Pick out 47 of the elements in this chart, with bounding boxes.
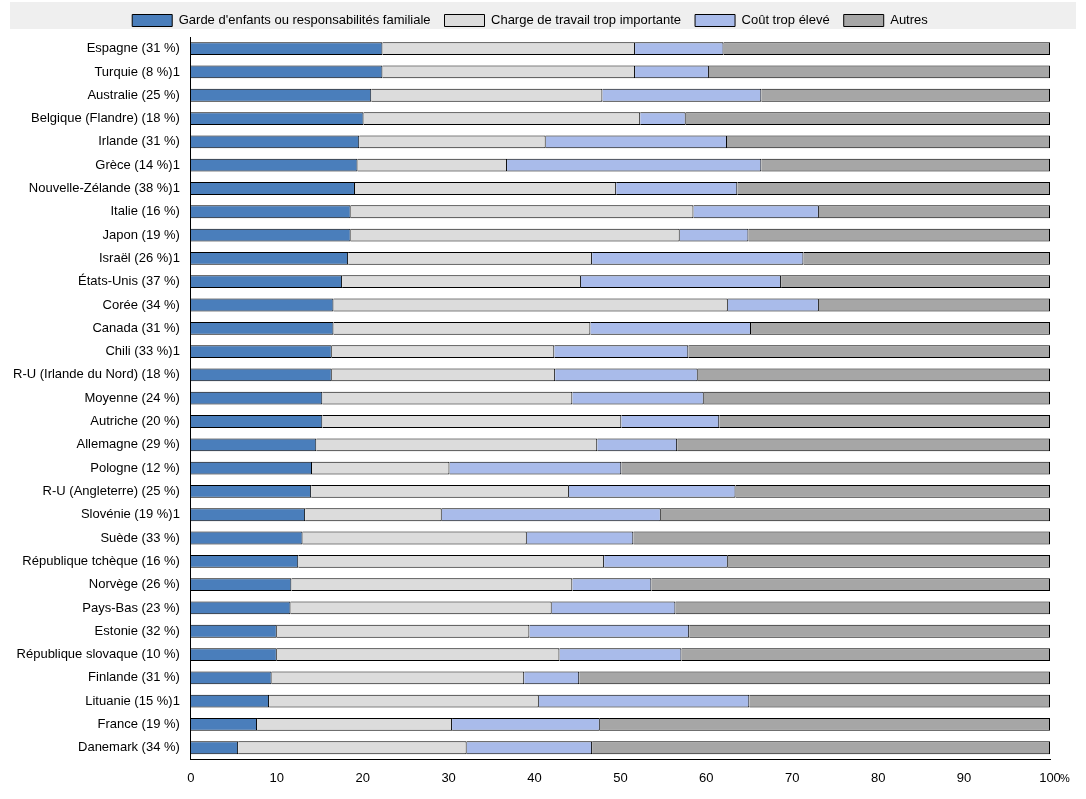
y-tick-label: Pologne (12 %) xyxy=(90,459,180,475)
legend-label: Autres xyxy=(890,12,929,28)
y-tick-label: Lituanie (15 %)1 xyxy=(85,692,180,708)
y-tick-label: Corée (34 %) xyxy=(102,296,180,312)
legend-label: Coût trop élevé xyxy=(741,12,830,28)
y-tick-label: France (19 %) xyxy=(97,716,180,732)
y-tick-label: Suède (33 %) xyxy=(100,529,180,545)
y-tick-label: Norvège (26 %) xyxy=(88,576,180,592)
x-tick-label: 40 xyxy=(527,769,542,785)
x-tick-label: 50 xyxy=(613,769,628,785)
y-tick-label: Moyenne (24 %) xyxy=(84,389,180,405)
y-tick-label: Australie (25 %) xyxy=(87,86,180,102)
y-tick-label: Turquie (8 %)1 xyxy=(94,63,180,79)
x-tick-label: 70 xyxy=(785,769,800,785)
x-tick-label: 0 xyxy=(187,769,195,785)
x-tick-label: 20 xyxy=(355,769,370,785)
y-tick-label: Italie (16 %) xyxy=(110,203,180,219)
x-tick-label: 10 xyxy=(269,769,285,785)
y-tick-label: Japon (19 %) xyxy=(102,226,180,242)
x-tick-label: 60 xyxy=(699,769,714,785)
y-tick-label: Chili (33 %)1 xyxy=(105,343,180,359)
y-tick-label: R-U (Angleterre) (25 %) xyxy=(42,482,180,498)
y-tick-label: Autriche (20 %) xyxy=(90,413,180,429)
x-tick-label: 100 xyxy=(1039,769,1061,785)
y-tick-label: Allemagne (29 %) xyxy=(76,436,180,452)
y-tick-label: République tchèque (16 %) xyxy=(22,552,180,568)
y-tick-label: Estonie (32 %) xyxy=(94,622,180,638)
y-tick-label: Finlande (31 %) xyxy=(88,669,180,685)
y-tick-label: Nouvelle-Zélande (38 %)1 xyxy=(28,180,180,196)
y-tick-label: États-Unis (37 %) xyxy=(78,273,180,289)
y-tick-label: Belgique (Flandre) (18 %) xyxy=(31,110,180,126)
y-tick-label: Pays-Bas (23 %) xyxy=(82,599,180,615)
x-tick-label: 30 xyxy=(441,769,456,785)
y-tick-label: Israël (26 %)1 xyxy=(98,249,180,265)
x-tick-label: 90 xyxy=(956,769,972,785)
x-axis-title: % xyxy=(1060,771,1070,784)
y-tick-label: Espagne (31 %) xyxy=(86,40,180,56)
y-tick-label: Irlande (31 %) xyxy=(98,133,180,149)
x-tick-label: 80 xyxy=(870,769,886,785)
legend-label: Garde d'enfants ou responsabilités familiale xyxy=(178,12,431,28)
legend-label: Charge de travail trop importante xyxy=(491,12,682,28)
y-tick-label: Slovénie (19 %)1 xyxy=(80,506,180,522)
y-tick-label: R-U (Irlande du Nord) (18 %) xyxy=(13,366,180,382)
y-tick-label: Grèce (14 %)1 xyxy=(95,156,180,172)
y-tick-label: Canada (31 %) xyxy=(92,319,180,335)
y-tick-label: République slovaque (10 %) xyxy=(16,646,180,662)
y-tick-label: Danemark (34 %) xyxy=(78,739,180,755)
